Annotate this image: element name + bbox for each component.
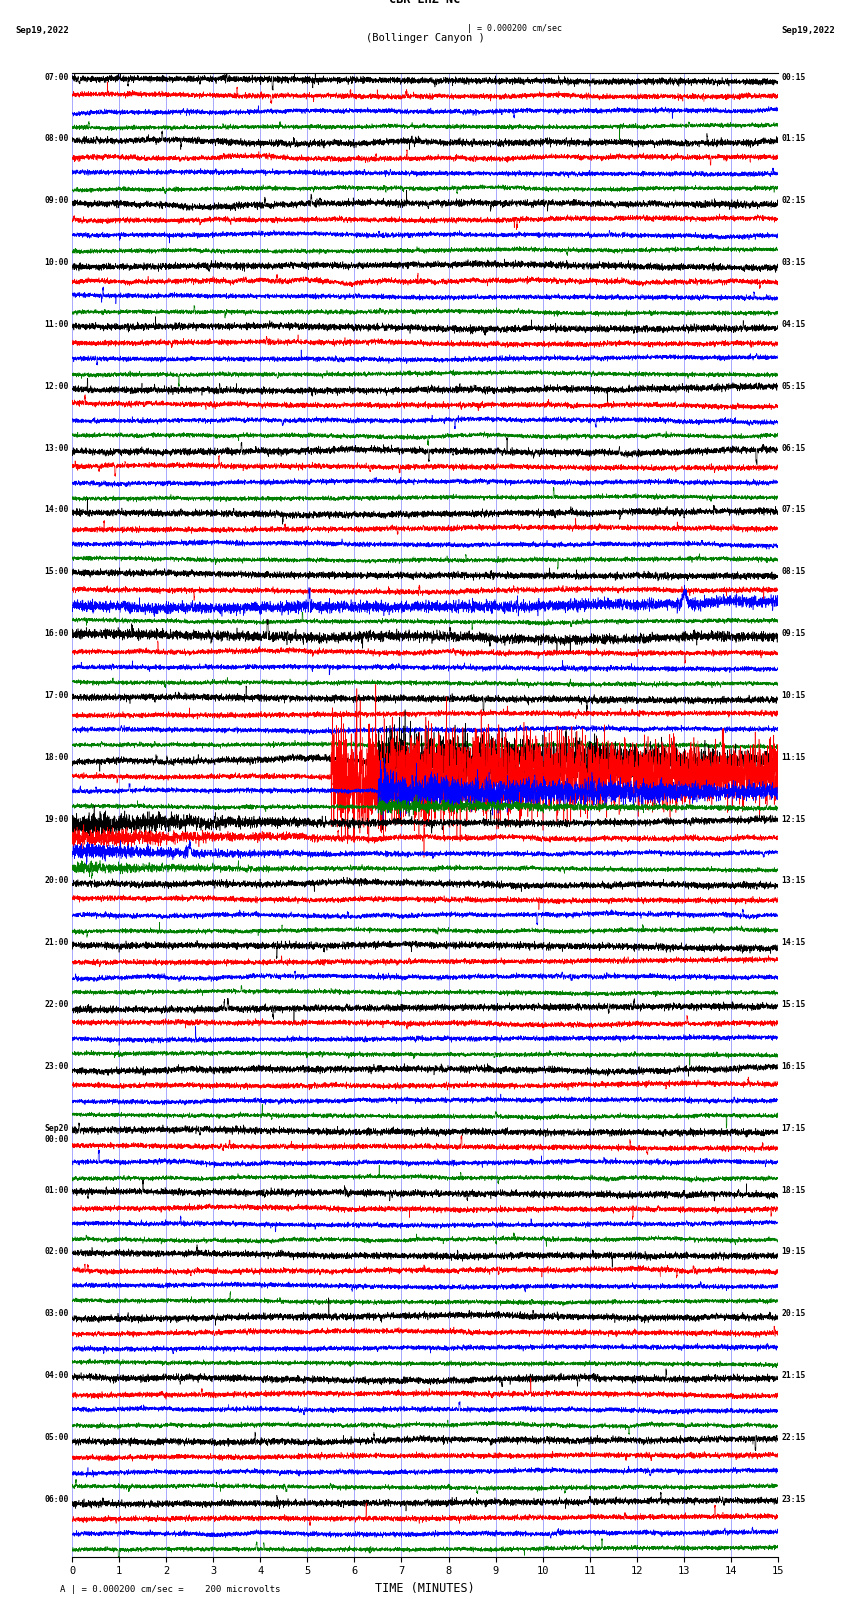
Text: 04:00: 04:00 — [44, 1371, 69, 1381]
Text: 05:00: 05:00 — [44, 1432, 69, 1442]
Text: 21:15: 21:15 — [781, 1371, 806, 1381]
Text: 10:00: 10:00 — [44, 258, 69, 268]
Text: 15:00: 15:00 — [44, 568, 69, 576]
Text: 18:00: 18:00 — [44, 753, 69, 761]
Text: 07:15: 07:15 — [781, 505, 806, 515]
Text: 05:15: 05:15 — [781, 382, 806, 390]
Text: 18:15: 18:15 — [781, 1186, 806, 1195]
Text: 11:00: 11:00 — [44, 319, 69, 329]
Text: 13:00: 13:00 — [44, 444, 69, 453]
Text: 16:15: 16:15 — [781, 1061, 806, 1071]
Text: 08:00: 08:00 — [44, 134, 69, 144]
Text: 16:00: 16:00 — [44, 629, 69, 639]
Text: 12:00: 12:00 — [44, 382, 69, 390]
Text: 01:15: 01:15 — [781, 134, 806, 144]
Text: 01:00: 01:00 — [44, 1186, 69, 1195]
Text: 19:00: 19:00 — [44, 815, 69, 824]
X-axis label: TIME (MINUTES): TIME (MINUTES) — [375, 1582, 475, 1595]
Text: 09:00: 09:00 — [44, 197, 69, 205]
Text: | = 0.000200 cm/sec: | = 0.000200 cm/sec — [468, 24, 563, 32]
Text: 22:15: 22:15 — [781, 1432, 806, 1442]
Text: 07:00: 07:00 — [44, 73, 69, 82]
Text: 13:15: 13:15 — [781, 876, 806, 886]
Text: 02:00: 02:00 — [44, 1247, 69, 1257]
Text: 09:15: 09:15 — [781, 629, 806, 639]
Text: (Bollinger Canyon ): (Bollinger Canyon ) — [366, 32, 484, 44]
Text: 23:00: 23:00 — [44, 1061, 69, 1071]
Text: 11:15: 11:15 — [781, 753, 806, 761]
Text: 00:00: 00:00 — [44, 1134, 69, 1144]
Text: 17:15: 17:15 — [781, 1124, 806, 1132]
Text: 19:15: 19:15 — [781, 1247, 806, 1257]
Text: 20:15: 20:15 — [781, 1310, 806, 1318]
Text: Sep19,2022: Sep19,2022 — [15, 26, 69, 35]
Text: 02:15: 02:15 — [781, 197, 806, 205]
Text: 15:15: 15:15 — [781, 1000, 806, 1010]
Text: 08:15: 08:15 — [781, 568, 806, 576]
Text: 20:00: 20:00 — [44, 876, 69, 886]
Text: CBR EHZ NC: CBR EHZ NC — [389, 0, 461, 6]
Text: 23:15: 23:15 — [781, 1495, 806, 1503]
Text: 14:15: 14:15 — [781, 939, 806, 947]
Text: A | = 0.000200 cm/sec =    200 microvolts: A | = 0.000200 cm/sec = 200 microvolts — [60, 1584, 280, 1594]
Text: 21:00: 21:00 — [44, 939, 69, 947]
Text: 12:15: 12:15 — [781, 815, 806, 824]
Text: 03:00: 03:00 — [44, 1310, 69, 1318]
Text: 06:15: 06:15 — [781, 444, 806, 453]
Text: 03:15: 03:15 — [781, 258, 806, 268]
Text: Sep20: Sep20 — [44, 1124, 69, 1132]
Text: 14:00: 14:00 — [44, 505, 69, 515]
Text: 06:00: 06:00 — [44, 1495, 69, 1503]
Text: 22:00: 22:00 — [44, 1000, 69, 1010]
Text: 04:15: 04:15 — [781, 319, 806, 329]
Text: Sep19,2022: Sep19,2022 — [781, 26, 835, 35]
Text: 10:15: 10:15 — [781, 690, 806, 700]
Text: 17:00: 17:00 — [44, 690, 69, 700]
Text: 00:15: 00:15 — [781, 73, 806, 82]
